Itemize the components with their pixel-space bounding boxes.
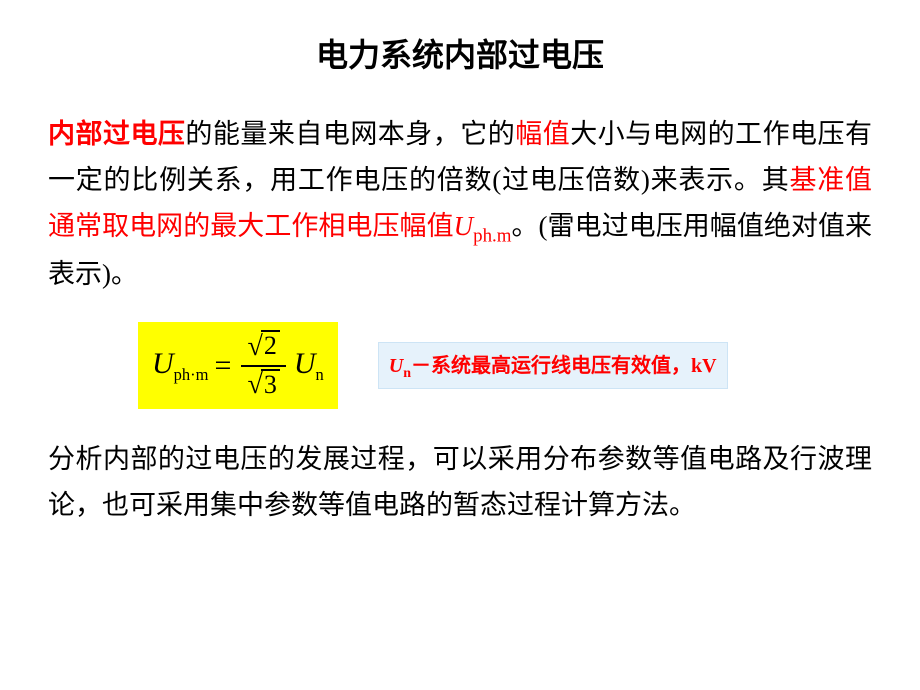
paragraph-2: 分析内部的过电压的发展过程，可以采用分布参数等值电路及行波理论，也可采用集中参数… <box>48 437 872 529</box>
note-dash: － <box>411 355 431 377</box>
formula-lhs-sub: ph·m <box>174 365 209 384</box>
note-u-sub: n <box>403 366 411 381</box>
note-box: Un－系统最高运行线电压有效值，kV <box>378 342 728 389</box>
radicand-num: 2 <box>261 330 280 361</box>
formula-box: Uph·m = √ 2 √ 3 Un <box>138 322 338 409</box>
formula-rhs: Un <box>294 347 324 385</box>
term-amplitude: 幅值 <box>515 119 570 149</box>
formula-row: Uph·m = √ 2 √ 3 Un Un－系统最高运行线电压有效值，kV <box>138 322 872 409</box>
formula-lhs: Uph·m <box>152 347 209 385</box>
symbol-u-sub: ph.m <box>473 225 511 246</box>
formula-denominator: √ 3 <box>241 369 285 401</box>
term-internal-overvoltage: 内部过电压 <box>48 119 185 149</box>
note-text: 系统最高运行线电压有效值，kV <box>431 355 717 377</box>
formula-rhs-sub: n <box>315 365 323 384</box>
page-title: 电力系统内部过电压 <box>48 30 872 76</box>
fraction-bar <box>241 365 285 367</box>
formula-eq: = <box>215 349 232 383</box>
formula-fraction: √ 2 √ 3 <box>241 330 285 401</box>
paragraph-1: 内部过电压的能量来自电网本身，它的幅值大小与电网的工作电压有一定的比例关系，用工… <box>48 112 872 298</box>
sqrt-num: √ 2 <box>247 330 279 361</box>
note-u: U <box>389 355 403 377</box>
formula-rhs-u: U <box>294 347 316 380</box>
formula-numerator: √ 2 <box>241 330 285 362</box>
radicand-den: 3 <box>261 369 280 400</box>
sqrt-den: √ 3 <box>247 369 279 400</box>
p1-s2: 的能量来自电网本身，它的 <box>185 119 515 149</box>
formula-lhs-u: U <box>152 347 174 380</box>
symbol-u: U <box>454 211 474 241</box>
